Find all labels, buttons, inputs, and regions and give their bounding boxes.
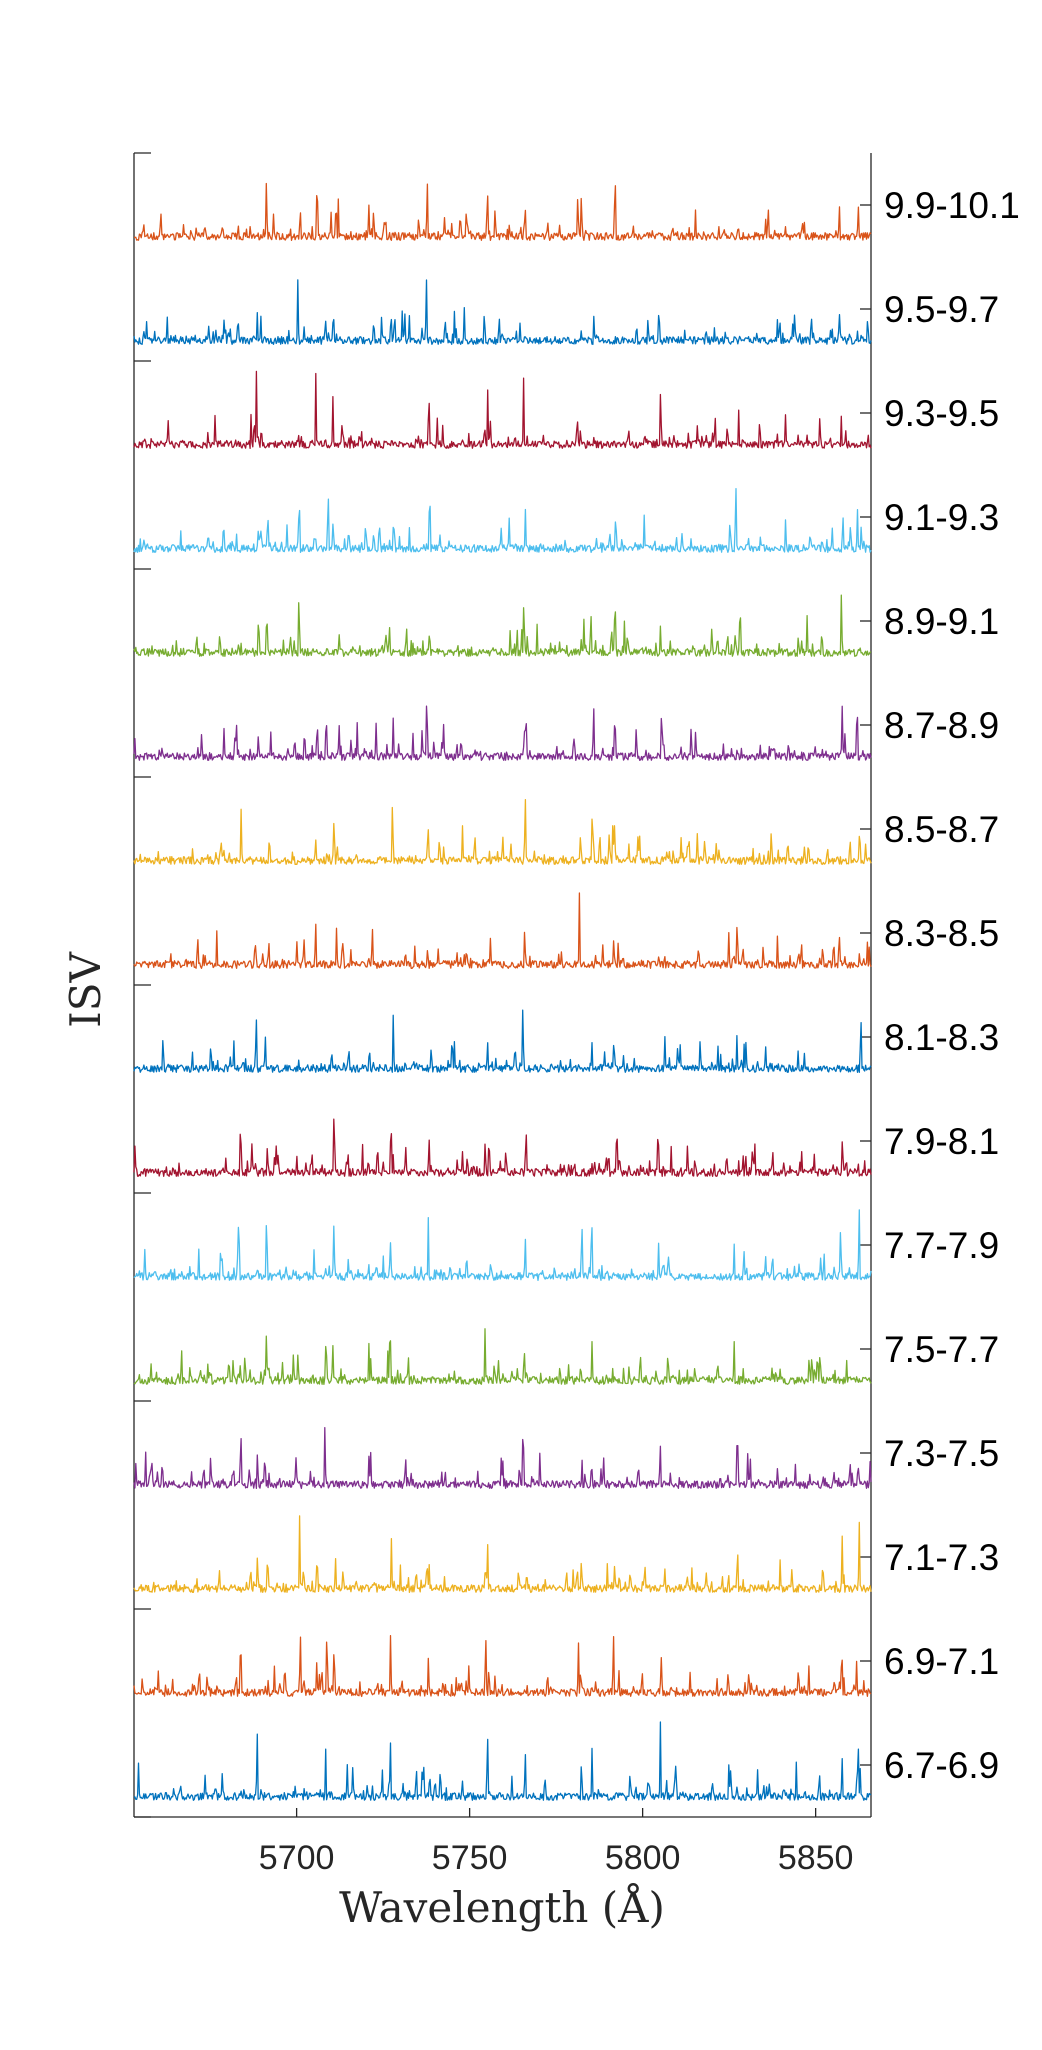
x-tick-label: 5850 (778, 1839, 854, 1877)
band-label: 7.9-8.1 (884, 1121, 999, 1162)
left-axis-ticks (134, 152, 151, 1818)
series-line (133, 1515, 872, 1594)
band-label: 8.7-8.9 (884, 705, 999, 746)
band-label: 8.5-8.7 (884, 809, 999, 850)
x-tick-label: 5700 (259, 1839, 335, 1877)
right-axis-ticks (860, 204, 871, 1766)
band-label: 8.9-9.1 (884, 601, 999, 642)
x-tick-label: 5750 (432, 1839, 508, 1877)
series-line (133, 487, 872, 554)
series-line (134, 182, 872, 242)
band-label: 6.9-7.1 (884, 1641, 999, 1682)
band-label: 8.3-8.5 (884, 913, 999, 954)
band-label: 7.3-7.5 (884, 1433, 999, 1474)
series-line (133, 279, 872, 345)
band-labels: 9.9-10.1 9.5-9.7 9.3-9.5 9.1-9.3 8.9-9.1 8.7-… (884, 185, 1020, 1786)
series-line (133, 1118, 872, 1178)
series-line (133, 594, 872, 657)
series-line (133, 1009, 872, 1073)
series-line (133, 1209, 872, 1282)
band-label: 7.5-7.7 (884, 1329, 999, 1370)
band-label: 9.5-9.7 (884, 289, 999, 330)
band-label: 9.9-10.1 (884, 185, 1020, 226)
series-line (133, 1328, 872, 1386)
band-label: 6.7-6.9 (884, 1745, 999, 1786)
y-axis-title: ISV (61, 951, 110, 1027)
x-axis-title: Wavelength (Å) (339, 1882, 665, 1932)
x-tick-label: 5800 (605, 1839, 681, 1877)
plot-axes (133, 153, 872, 1818)
x-axis-ticks: 5700 5750 5800 5850 (259, 1808, 854, 1877)
series-line (133, 1634, 872, 1698)
series-layer (133, 182, 872, 1801)
band-label: 8.1-8.3 (884, 1017, 999, 1058)
series-line (133, 1721, 872, 1801)
band-label: 7.7-7.9 (884, 1225, 999, 1266)
series-line (133, 370, 872, 450)
band-label: 9.3-9.5 (884, 393, 999, 434)
series-line (133, 705, 872, 761)
series-line (133, 892, 872, 970)
series-line (133, 1426, 872, 1490)
band-label: 9.1-9.3 (884, 497, 999, 538)
band-label: 7.1-7.3 (884, 1537, 999, 1578)
series-line (133, 798, 872, 866)
